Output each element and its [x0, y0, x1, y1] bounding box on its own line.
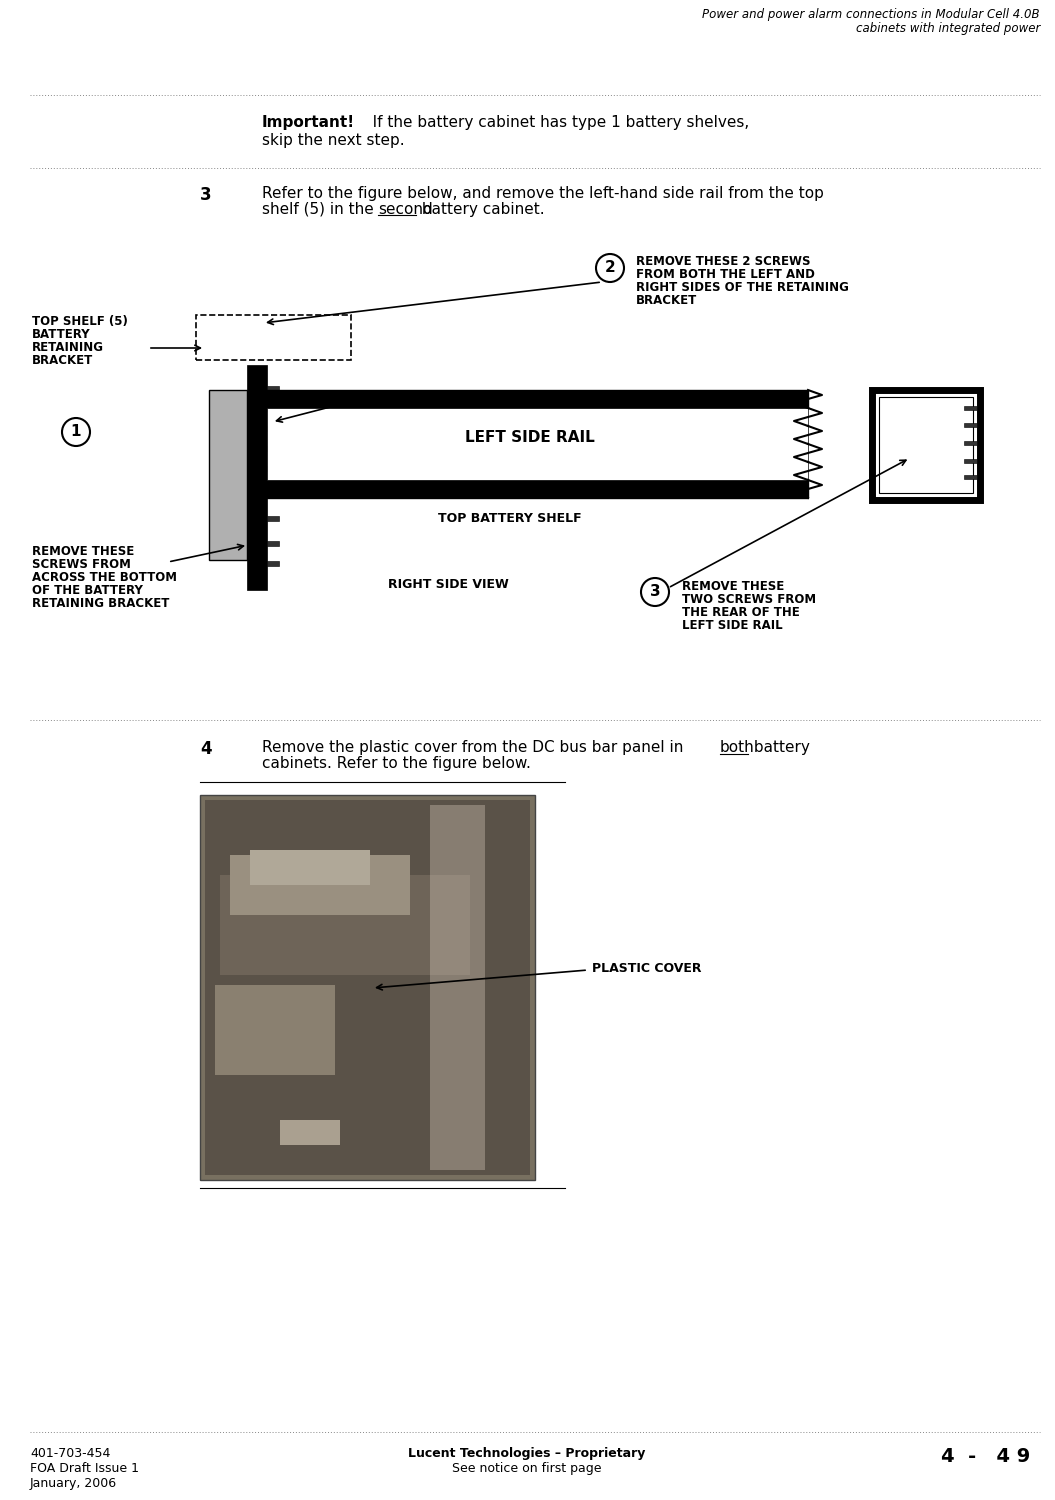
- Bar: [267, 408, 808, 480]
- Bar: [267, 386, 279, 392]
- Text: THE REAR OF THE: THE REAR OF THE: [682, 606, 800, 619]
- Text: 3: 3: [650, 585, 660, 600]
- Text: SCREWS FROM: SCREWS FROM: [32, 558, 131, 572]
- Bar: [879, 398, 973, 494]
- Text: OF THE BATTERY: OF THE BATTERY: [32, 584, 142, 597]
- Bar: [280, 1120, 340, 1144]
- Bar: [267, 490, 279, 496]
- Bar: [872, 390, 980, 500]
- Text: LEFT SIDE RAIL: LEFT SIDE RAIL: [682, 620, 783, 632]
- Text: shelf (5) in the: shelf (5) in the: [262, 202, 379, 217]
- Bar: [200, 795, 535, 1180]
- Bar: [230, 855, 410, 915]
- Bar: [205, 800, 530, 1174]
- Text: If the battery cabinet has type 1 battery shelves,: If the battery cabinet has type 1 batter…: [358, 116, 749, 130]
- Bar: [964, 406, 977, 410]
- Text: LEFT SIDE RAIL: LEFT SIDE RAIL: [465, 430, 595, 445]
- Bar: [196, 315, 351, 360]
- Bar: [267, 446, 279, 452]
- Text: 1: 1: [71, 424, 81, 439]
- Text: cabinets. Refer to the figure below.: cabinets. Refer to the figure below.: [262, 756, 531, 771]
- Text: BRACKET: BRACKET: [32, 354, 93, 368]
- Text: TOP SHELF (5): TOP SHELF (5): [32, 315, 128, 328]
- Text: cabinets with integrated power: cabinets with integrated power: [856, 22, 1040, 34]
- Text: 4  -   4 9: 4 - 4 9: [941, 1448, 1030, 1466]
- Text: BATTERY: BATTERY: [32, 328, 91, 340]
- Text: RIGHT SIDE VIEW: RIGHT SIDE VIEW: [388, 578, 509, 591]
- Text: Lucent Technologies – Proprietary: Lucent Technologies – Proprietary: [408, 1448, 646, 1460]
- Bar: [250, 850, 370, 885]
- Bar: [267, 390, 808, 408]
- Text: BRACKET: BRACKET: [636, 294, 697, 307]
- Text: both: both: [720, 740, 754, 754]
- Bar: [209, 390, 247, 560]
- Text: 401-703-454: 401-703-454: [30, 1448, 111, 1460]
- Text: REMOVE THESE: REMOVE THESE: [32, 544, 134, 558]
- Bar: [964, 476, 977, 478]
- Text: Important!: Important!: [262, 116, 356, 130]
- Text: PLASTIC COVER: PLASTIC COVER: [592, 962, 702, 975]
- Text: TOP BATTERY SHELF: TOP BATTERY SHELF: [438, 512, 581, 525]
- Text: Power and power alarm connections in Modular Cell 4.0B: Power and power alarm connections in Mod…: [703, 8, 1040, 21]
- Bar: [267, 426, 279, 430]
- Bar: [430, 806, 485, 1170]
- Text: January, 2006: January, 2006: [30, 1478, 117, 1490]
- Text: 3: 3: [200, 186, 212, 204]
- Bar: [267, 561, 279, 566]
- Bar: [247, 364, 267, 590]
- Bar: [267, 406, 279, 411]
- Bar: [267, 542, 279, 546]
- Text: battery cabinet.: battery cabinet.: [417, 202, 544, 217]
- Text: Remove the plastic cover from the DC bus bar panel in: Remove the plastic cover from the DC bus…: [262, 740, 688, 754]
- Text: FROM BOTH THE LEFT AND: FROM BOTH THE LEFT AND: [636, 268, 814, 280]
- Text: See notice on first page: See notice on first page: [453, 1462, 601, 1474]
- Text: REMOVE THESE 2 SCREWS: REMOVE THESE 2 SCREWS: [636, 255, 810, 268]
- Bar: [267, 480, 808, 498]
- Bar: [220, 874, 469, 975]
- Bar: [215, 986, 335, 1076]
- Text: battery: battery: [749, 740, 810, 754]
- Text: ACROSS THE BOTTOM: ACROSS THE BOTTOM: [32, 572, 177, 584]
- Text: RETAINING BRACKET: RETAINING BRACKET: [32, 597, 170, 610]
- Bar: [267, 516, 279, 520]
- Text: FOA Draft Issue 1: FOA Draft Issue 1: [30, 1462, 139, 1474]
- Text: skip the next step.: skip the next step.: [262, 134, 405, 148]
- Bar: [267, 466, 279, 471]
- Bar: [964, 423, 977, 427]
- Text: 2: 2: [605, 261, 615, 276]
- Text: second: second: [378, 202, 433, 217]
- Text: RETAINING: RETAINING: [32, 340, 104, 354]
- Text: TWO SCREWS FROM: TWO SCREWS FROM: [682, 592, 817, 606]
- Text: Refer to the figure below, and remove the left-hand side rail from the top: Refer to the figure below, and remove th…: [262, 186, 824, 201]
- Text: REMOVE THESE: REMOVE THESE: [682, 580, 784, 592]
- Bar: [964, 459, 977, 464]
- Text: RIGHT SIDES OF THE RETAINING: RIGHT SIDES OF THE RETAINING: [636, 280, 849, 294]
- Text: 4: 4: [200, 740, 212, 758]
- Bar: [964, 441, 977, 446]
